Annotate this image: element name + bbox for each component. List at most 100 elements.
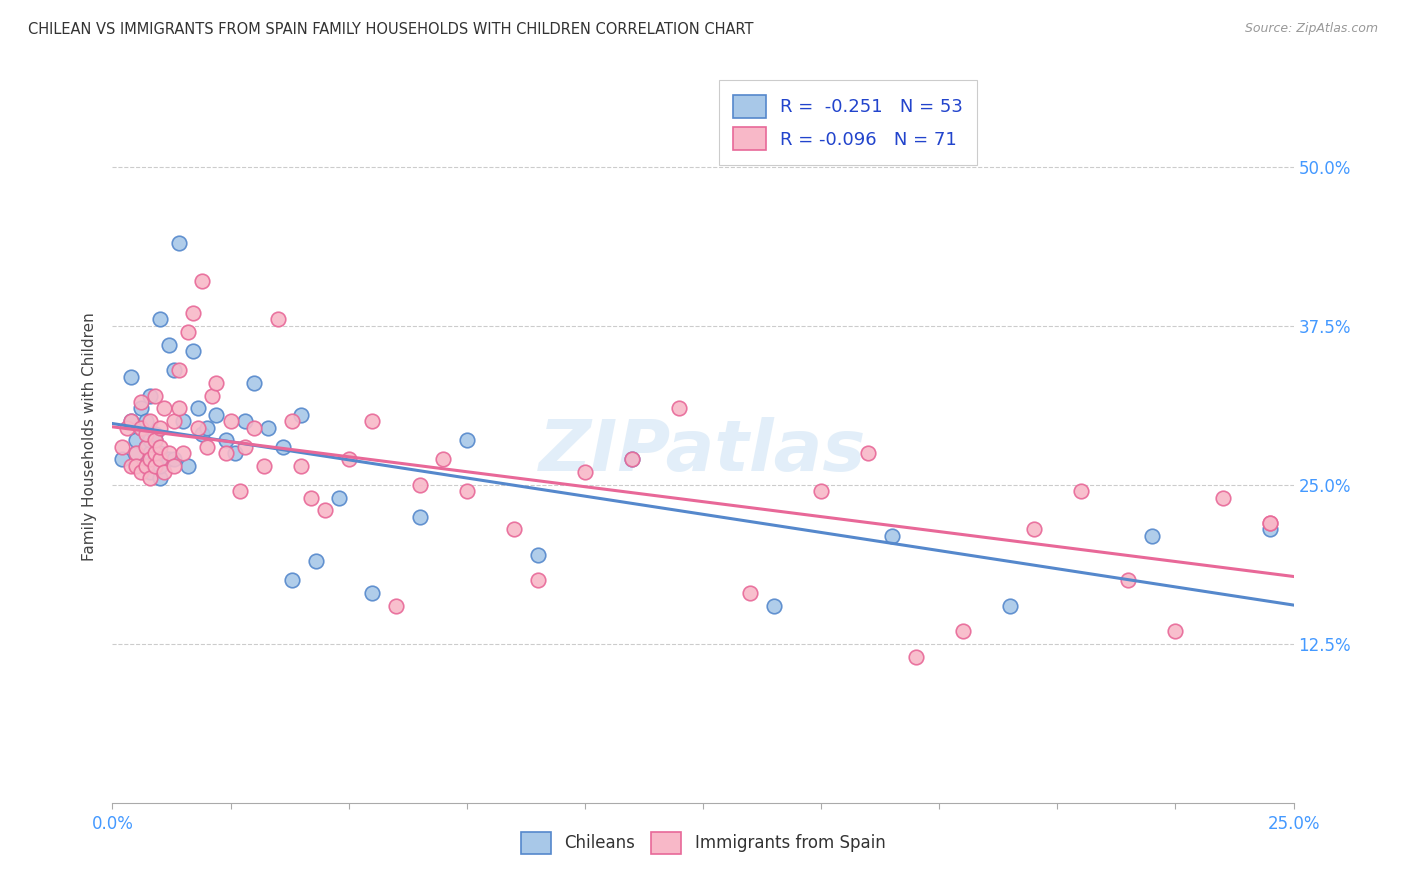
Point bbox=[153, 465, 176, 479]
Point bbox=[120, 369, 142, 384]
Point bbox=[229, 484, 252, 499]
Point bbox=[1258, 522, 1281, 536]
Point bbox=[129, 420, 152, 434]
Point bbox=[125, 458, 148, 473]
Text: ZIPatlas: ZIPatlas bbox=[540, 417, 866, 486]
Point bbox=[135, 426, 157, 441]
Point bbox=[243, 376, 266, 390]
Point bbox=[149, 312, 172, 326]
Point bbox=[129, 420, 152, 434]
Point bbox=[149, 452, 172, 467]
Point bbox=[361, 586, 384, 600]
Point bbox=[456, 484, 478, 499]
Point bbox=[143, 446, 166, 460]
Point bbox=[1164, 624, 1187, 638]
Point bbox=[195, 440, 218, 454]
Point bbox=[139, 471, 162, 485]
Point bbox=[408, 477, 430, 491]
Point bbox=[149, 440, 172, 454]
Point bbox=[205, 408, 228, 422]
Text: CHILEAN VS IMMIGRANTS FROM SPAIN FAMILY HOUSEHOLDS WITH CHILDREN CORRELATION CHA: CHILEAN VS IMMIGRANTS FROM SPAIN FAMILY … bbox=[28, 22, 754, 37]
Point bbox=[1212, 491, 1234, 505]
Point bbox=[233, 440, 256, 454]
Point bbox=[526, 548, 548, 562]
Text: Source: ZipAtlas.com: Source: ZipAtlas.com bbox=[1244, 22, 1378, 36]
Point bbox=[149, 458, 172, 473]
Point bbox=[143, 458, 166, 473]
Point bbox=[135, 440, 157, 454]
Point bbox=[111, 440, 134, 454]
Legend: Chileans, Immigrants from Spain: Chileans, Immigrants from Spain bbox=[513, 826, 893, 860]
Point bbox=[267, 312, 290, 326]
Point bbox=[1070, 484, 1092, 499]
Point bbox=[1258, 516, 1281, 530]
Point bbox=[456, 434, 478, 448]
Point bbox=[163, 458, 186, 473]
Point bbox=[668, 401, 690, 416]
Point bbox=[129, 395, 152, 409]
Point bbox=[125, 434, 148, 448]
Point bbox=[135, 458, 157, 473]
Point bbox=[115, 420, 138, 434]
Point bbox=[299, 491, 322, 505]
Point bbox=[191, 426, 214, 441]
Point bbox=[408, 509, 430, 524]
Point bbox=[1116, 573, 1139, 587]
Point bbox=[215, 434, 238, 448]
Point bbox=[143, 434, 166, 448]
Point bbox=[125, 446, 148, 460]
Point bbox=[163, 452, 186, 467]
Point bbox=[998, 599, 1021, 613]
Point bbox=[139, 446, 162, 460]
Point bbox=[120, 458, 142, 473]
Point bbox=[120, 414, 142, 428]
Y-axis label: Family Households with Children: Family Households with Children bbox=[82, 313, 97, 561]
Point bbox=[432, 452, 454, 467]
Point bbox=[361, 414, 384, 428]
Point bbox=[271, 440, 294, 454]
Point bbox=[952, 624, 974, 638]
Point bbox=[621, 452, 644, 467]
Point bbox=[181, 306, 204, 320]
Point bbox=[1022, 522, 1045, 536]
Point bbox=[163, 414, 186, 428]
Point bbox=[125, 446, 148, 460]
Point bbox=[328, 491, 350, 505]
Point bbox=[281, 573, 304, 587]
Point bbox=[129, 401, 152, 416]
Point bbox=[167, 363, 190, 377]
Point bbox=[186, 401, 208, 416]
Point bbox=[253, 458, 276, 473]
Point bbox=[149, 420, 172, 434]
Point bbox=[858, 446, 880, 460]
Point bbox=[139, 452, 162, 467]
Point bbox=[153, 401, 176, 416]
Point bbox=[177, 325, 200, 339]
Point bbox=[337, 452, 360, 467]
Point bbox=[385, 599, 408, 613]
Point bbox=[163, 363, 186, 377]
Point bbox=[139, 414, 162, 428]
Point bbox=[195, 420, 218, 434]
Point bbox=[135, 440, 157, 454]
Point bbox=[740, 586, 762, 600]
Point bbox=[149, 471, 172, 485]
Point bbox=[314, 503, 336, 517]
Point bbox=[257, 420, 280, 434]
Point bbox=[904, 649, 927, 664]
Point bbox=[224, 446, 246, 460]
Point bbox=[167, 401, 190, 416]
Point bbox=[880, 529, 903, 543]
Point bbox=[135, 458, 157, 473]
Point bbox=[290, 408, 312, 422]
Point bbox=[186, 420, 208, 434]
Point bbox=[574, 465, 596, 479]
Point bbox=[621, 452, 644, 467]
Point bbox=[157, 446, 180, 460]
Point bbox=[219, 414, 242, 428]
Point bbox=[201, 389, 224, 403]
Point bbox=[1258, 516, 1281, 530]
Point bbox=[205, 376, 228, 390]
Point bbox=[157, 452, 180, 467]
Point bbox=[157, 338, 180, 352]
